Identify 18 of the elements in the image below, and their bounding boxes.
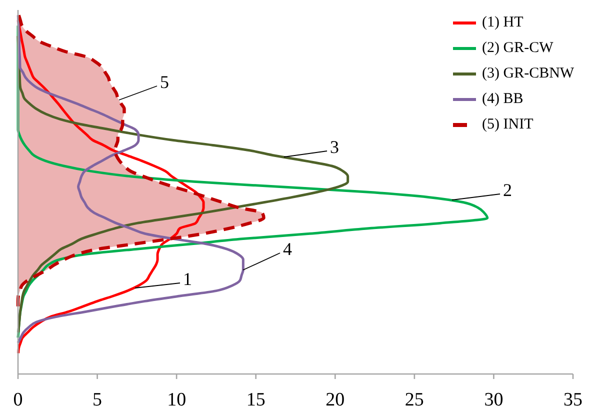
x-tick-label: 0 [13,389,23,410]
legend-label: (4) BB [482,90,524,107]
annotation: 3 [330,137,339,158]
x-tick-label: 30 [484,389,504,410]
annotation: 2 [503,180,512,200]
x-tick-label: 15 [246,389,266,410]
legend-label: (2) GR-CW [482,40,554,56]
x-tick-label: 5 [92,389,102,410]
x-tick-label: 10 [167,389,186,410]
legend-label: (1) HT [482,14,524,30]
x-tick-label: 35 [564,389,582,410]
legend-label: (5) INIT [482,116,534,132]
annotation: 1 [183,269,192,290]
annotation: 4 [283,239,292,260]
x-tick-label: 20 [326,389,345,410]
x-tick-label: 25 [404,389,424,410]
legend-label: (3) GR-CBNW [482,65,575,82]
annotation: 5 [160,72,169,92]
